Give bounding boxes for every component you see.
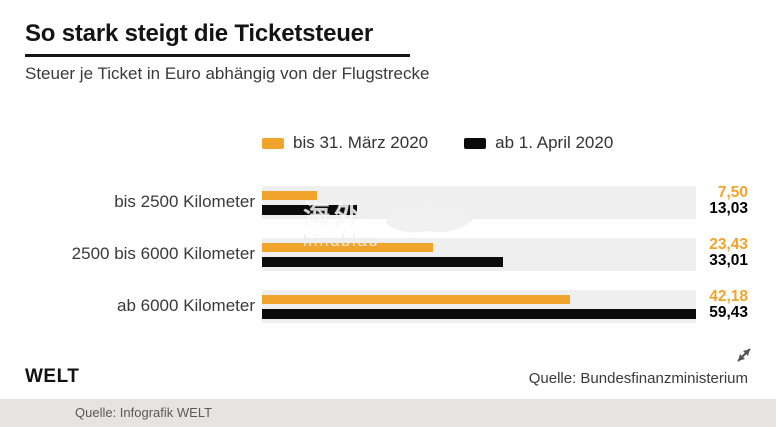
- page-title: So stark steigt die Ticketsteuer: [25, 20, 373, 47]
- bar-orange: [262, 243, 434, 252]
- value-black: 59,43: [709, 304, 748, 321]
- bar-black: [262, 205, 358, 215]
- value-labels: 7,50 13,03: [658, 185, 748, 217]
- legend-item-before: bis 31. März 2020: [262, 133, 428, 153]
- legend-swatch-black: [464, 137, 487, 149]
- title-underline: [25, 54, 410, 57]
- bottom-credit-bar: Quelle: Infografik WELT: [0, 399, 776, 427]
- value-labels: 42,18 59,43: [658, 289, 748, 321]
- credit-text: Quelle: Infografik WELT: [75, 405, 213, 420]
- legend-label-before: bis 31. März 2020: [293, 133, 429, 152]
- legend: bis 31. März 2020 ab 1. April 2020: [262, 133, 613, 153]
- value-labels: 23,43 33,01: [658, 237, 748, 269]
- value-orange: 7,50: [717, 184, 748, 201]
- category-label: bis 2500 Kilometer: [114, 192, 255, 211]
- value-black: 13,03: [709, 200, 748, 217]
- legend-swatch-orange: [262, 137, 284, 149]
- bar-orange: [262, 295, 571, 304]
- category-label: ab 6000 Kilometer: [117, 296, 255, 315]
- value-black: 33,01: [709, 252, 748, 269]
- row-track: [262, 186, 696, 219]
- value-orange: 23,43: [709, 236, 748, 253]
- chart-subtitle: Steuer je Ticket in Euro abhängig von de…: [25, 64, 430, 83]
- bar-black: [262, 309, 696, 319]
- source-text: Quelle: Bundesfinanzministerium: [528, 370, 748, 387]
- bar-black: [262, 257, 504, 267]
- bar-orange: [262, 191, 317, 200]
- row-track: [262, 238, 696, 271]
- value-orange: 42,18: [709, 288, 748, 305]
- row-track: [262, 290, 696, 323]
- legend-item-after: ab 1. April 2020: [464, 133, 613, 153]
- category-label: 2500 bis 6000 Kilometer: [71, 244, 255, 263]
- welt-logo: WELT: [25, 366, 80, 387]
- legend-label-after: ab 1. April 2020: [495, 133, 614, 152]
- expand-icon[interactable]: [732, 343, 756, 367]
